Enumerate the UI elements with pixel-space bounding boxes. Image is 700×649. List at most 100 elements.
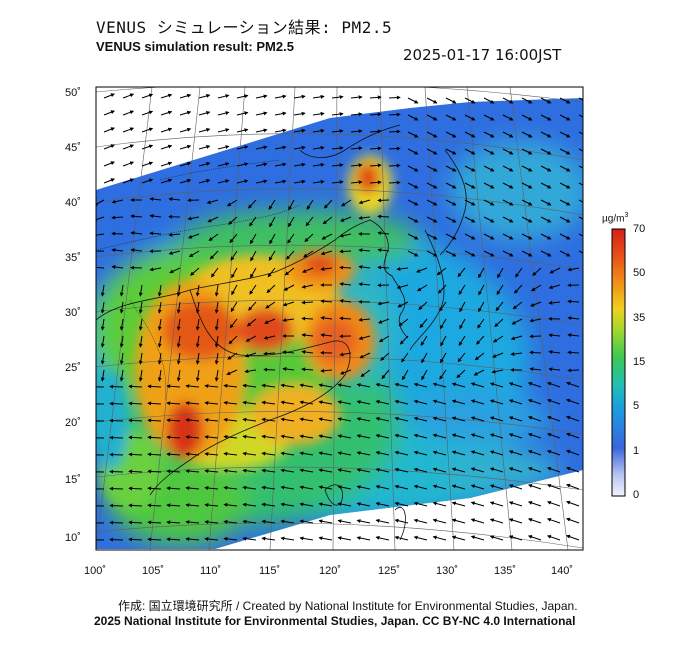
wind-arrow [185,384,200,389]
wind-arrow [318,468,333,473]
wind-arrow [242,417,257,422]
wind-arrow [280,417,295,422]
wind-arrow [320,299,333,304]
wind-arrow [185,435,200,440]
wind-arrow [261,519,276,524]
wind-arrow [157,369,162,382]
wind-arrow [331,180,344,185]
wind-arrow [282,367,295,371]
wind-arrow [356,502,371,507]
wind-arrow [459,318,466,330]
wind-arrow [263,335,276,340]
wind-arrow [100,301,105,314]
wind-arrow [478,267,485,279]
wind-arrow [147,469,162,474]
wind-arrow [185,520,200,525]
wind-arrow [198,162,211,167]
wind-arrow [149,214,162,218]
wind-arrow [567,299,580,304]
wind-arrow [464,131,476,138]
wind-arrow [521,216,533,223]
wind-arrow [339,316,352,321]
wind-arrow [432,501,447,507]
wind-arrow [214,301,219,314]
wind-arrow [531,284,542,292]
wind-arrow [299,400,314,405]
wind-arrow [508,399,523,405]
colorbar-label: 15 [633,356,646,368]
wind-arrow [489,416,504,422]
wind-arrow [280,485,295,490]
wind-arrow [458,284,466,295]
wind-arrow [312,145,325,150]
wind-arrow [495,301,504,312]
wind-arrow [464,114,476,121]
lon-label: 135˚ [494,565,517,577]
wind-arrow [356,417,371,422]
wind-arrow [198,128,211,133]
wind-arrow [337,434,352,439]
wind-arrow [388,163,401,168]
wind-arrow [413,382,428,388]
wind-arrow [478,284,485,296]
wind-arrow [305,216,314,227]
wind-arrow [119,301,124,314]
wind-arrow [540,97,552,104]
wind-arrow [160,178,173,184]
wind-arrow [474,352,485,361]
wind-arrow [566,500,580,507]
wind-arrow [100,352,105,365]
wind-arrow [578,199,583,203]
wind-arrow [508,467,523,473]
wind-arrow [502,148,514,155]
lon-label: 105˚ [142,565,165,577]
wind-arrow [214,352,219,365]
wind-arrow [578,233,583,237]
wind-arrow [470,518,485,524]
wind-arrow [432,535,447,541]
wind-arrow [312,94,325,99]
wind-arrow [398,318,409,327]
wind-arrow [358,199,371,205]
wind-arrow [521,250,533,257]
wind-arrow [236,145,249,150]
wind-arrow [204,469,219,474]
wind-arrow [141,93,154,99]
wind-arrow [445,165,457,172]
wind-arrow [464,199,476,206]
wind-arrow [242,502,257,507]
wind-arrow [223,434,238,439]
lat-label: 45˚ [65,142,81,154]
wind-arrow [318,502,333,507]
wind-arrow [331,146,344,151]
wind-arrow [559,131,571,138]
lat-label: 10˚ [65,532,81,544]
wind-arrow [211,267,219,278]
wind-arrow [109,520,124,525]
wind-arrow [214,335,219,348]
wind-arrow [242,434,257,439]
wind-arrow [185,469,200,474]
wind-arrow [508,518,523,524]
wind-arrow [456,369,466,379]
lon-label: 110˚ [200,565,222,577]
wind-arrow [559,182,571,189]
wind-arrow [527,535,542,541]
wind-arrow [111,231,124,236]
wind-arrow [420,335,428,346]
wind-arrow [130,231,143,235]
wind-arrow [508,484,523,490]
wind-arrow [160,110,173,116]
wind-arrow [502,233,514,240]
wind-arrow [451,382,466,388]
wind-arrow [470,382,485,388]
wind-arrow [470,450,485,456]
wind-arrow [247,199,257,209]
wind-arrow [236,94,249,99]
wind-arrow [440,335,447,347]
wind-arrow [548,350,561,354]
wind-arrow [242,400,257,405]
lon-label: 140˚ [551,565,574,577]
wind-arrow [464,250,476,257]
wind-arrow [293,179,306,184]
